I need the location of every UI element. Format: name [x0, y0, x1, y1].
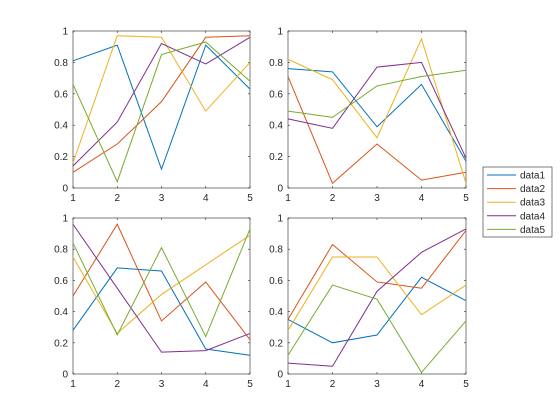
x-tick-label: 1 [285, 379, 291, 390]
x-tick-label: 2 [330, 193, 336, 204]
series-line-data3 [287, 37, 467, 184]
series-line-data1 [72, 44, 251, 171]
x-tick-label: 1 [285, 193, 291, 204]
series-line-data3 [72, 35, 251, 164]
x-tick-label: 3 [159, 193, 165, 204]
axes-box [72, 30, 251, 189]
y-tick-label: 0.6 [269, 276, 283, 287]
y-tick-label: 0.4 [269, 307, 283, 318]
y-tick-label: 0.2 [269, 152, 283, 163]
series-line-data3 [287, 256, 467, 331]
x-tick-label: 4 [203, 379, 209, 390]
y-tick-label: 0.8 [269, 58, 283, 69]
subplot-1: 1 2 3 4 5 0 0.2 0.4 0.6 0.8 1 [54, 27, 253, 205]
x-tick-label: 2 [114, 379, 120, 390]
y-tick-label: 0.4 [54, 307, 68, 318]
legend-label-data4: data4 [520, 211, 545, 222]
series-line-data2 [72, 35, 251, 173]
y-tick-label: 0.4 [269, 121, 283, 132]
x-tick-label: 4 [419, 379, 425, 390]
legend-label-data2: data2 [520, 184, 545, 195]
y-tick-label: 0.6 [54, 276, 68, 287]
series-line-data2 [287, 76, 467, 185]
x-tick-label: 1 [70, 379, 76, 390]
subplot-4: 1 2 3 4 5 0 0.2 0.4 0.6 0.8 1 [269, 214, 469, 391]
series-line-data4 [287, 61, 467, 159]
x-tick-label: 4 [203, 193, 209, 204]
x-tick-label: 4 [419, 193, 425, 204]
x-tick-label: 1 [70, 193, 76, 204]
legend-label-data3: data3 [520, 198, 545, 209]
series-line-data2 [287, 230, 467, 320]
axes-box [287, 217, 467, 375]
x-tick-label: 2 [330, 379, 336, 390]
legend-items: data1 data2 data3 data4 data5 [487, 171, 545, 236]
series-line-data1 [287, 68, 467, 162]
series-line-data1 [72, 267, 251, 356]
y-tick-label: 1 [277, 214, 283, 225]
series-line-data3 [72, 234, 251, 335]
series-line-data5 [287, 284, 467, 374]
y-tick-label: 0.6 [269, 89, 283, 100]
x-tick-label: 5 [247, 379, 253, 390]
subplot-3: 1 2 3 4 5 0 0.2 0.4 0.6 0.8 1 [54, 214, 253, 391]
series-line-data5 [287, 69, 467, 118]
y-tick-label: 0.6 [54, 89, 68, 100]
series-line-data4 [287, 228, 467, 367]
x-tick-label: 3 [159, 379, 165, 390]
y-tick-label: 0.8 [54, 58, 68, 69]
x-tick-label: 5 [463, 379, 469, 390]
series-line-data5 [72, 41, 251, 184]
y-tick-label: 0.2 [269, 338, 283, 349]
y-tick-label: 0.8 [54, 245, 68, 256]
y-tick-label: 0.4 [54, 121, 68, 132]
x-tick-label: 5 [463, 193, 469, 204]
x-tick-label: 2 [114, 193, 120, 204]
y-tick-label: 1 [277, 27, 283, 38]
y-tick-label: 0.2 [54, 338, 68, 349]
y-tick-label: 0 [62, 184, 68, 195]
subplot-grid: 1 2 3 4 500.20.40.60.811 2 3 4 500.20.40.60.811 2… [54, 27, 469, 391]
legend-label-data1: data1 [520, 171, 545, 182]
y-tick-label: 1 [62, 27, 68, 38]
legend-label-data5: data5 [520, 225, 545, 236]
x-tick-label: 3 [374, 193, 380, 204]
axes-box [72, 217, 251, 375]
x-tick-label: 3 [374, 379, 380, 390]
series-line-data5 [72, 228, 251, 338]
x-tick-label: 5 [247, 193, 253, 204]
series-line-data1 [287, 276, 467, 344]
subplot-2: 1 2 3 4 5 0 0.2 0.4 0.6 0.8 1 [269, 27, 469, 205]
y-tick-label: 0.8 [269, 245, 283, 256]
y-tick-label: 0 [62, 370, 68, 381]
legend: data1 data2 data3 data4 data5 [482, 166, 553, 238]
axes-box [287, 30, 467, 189]
series-line-data4 [72, 223, 251, 353]
y-tick-label: 0 [277, 184, 283, 195]
y-tick-label: 1 [62, 214, 68, 225]
y-tick-label: 0.2 [54, 152, 68, 163]
y-tick-label: 0 [277, 370, 283, 381]
